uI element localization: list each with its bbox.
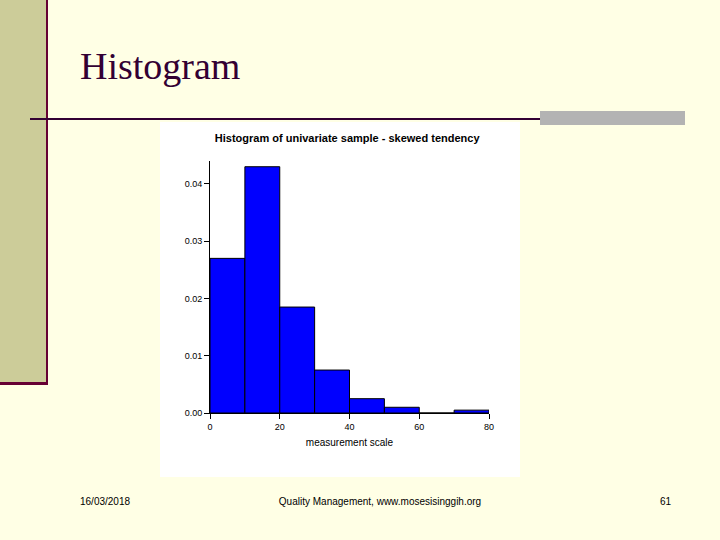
html-text:Quality Management, www.mosesi: Quality Management, www.mosesisinggih.or…: [278, 496, 482, 507]
svg-text:0.04: 0.04: [185, 179, 203, 189]
svg-text:0.03: 0.03: [185, 236, 203, 246]
svg-text:20: 20: [275, 422, 285, 432]
svg-text:40: 40: [344, 422, 354, 432]
svg-text:0.00: 0.00: [185, 408, 203, 418]
svg-text:measurement scale: measurement scale: [306, 437, 394, 448]
svg-text:0: 0: [207, 422, 212, 432]
html-text:61: 61: [660, 496, 672, 507]
html-text:16/03/2018: 16/03/2018: [80, 496, 131, 507]
svg-text:0.02: 0.02: [185, 294, 203, 304]
svg-text:0.01: 0.01: [185, 351, 203, 361]
svg-text:60: 60: [414, 422, 424, 432]
html-text:Histogram: Histogram: [80, 45, 241, 87]
svg-text:Histogram of univariate sample: Histogram of univariate sample - skewed …: [215, 132, 481, 144]
svg-text:80: 80: [484, 422, 494, 432]
